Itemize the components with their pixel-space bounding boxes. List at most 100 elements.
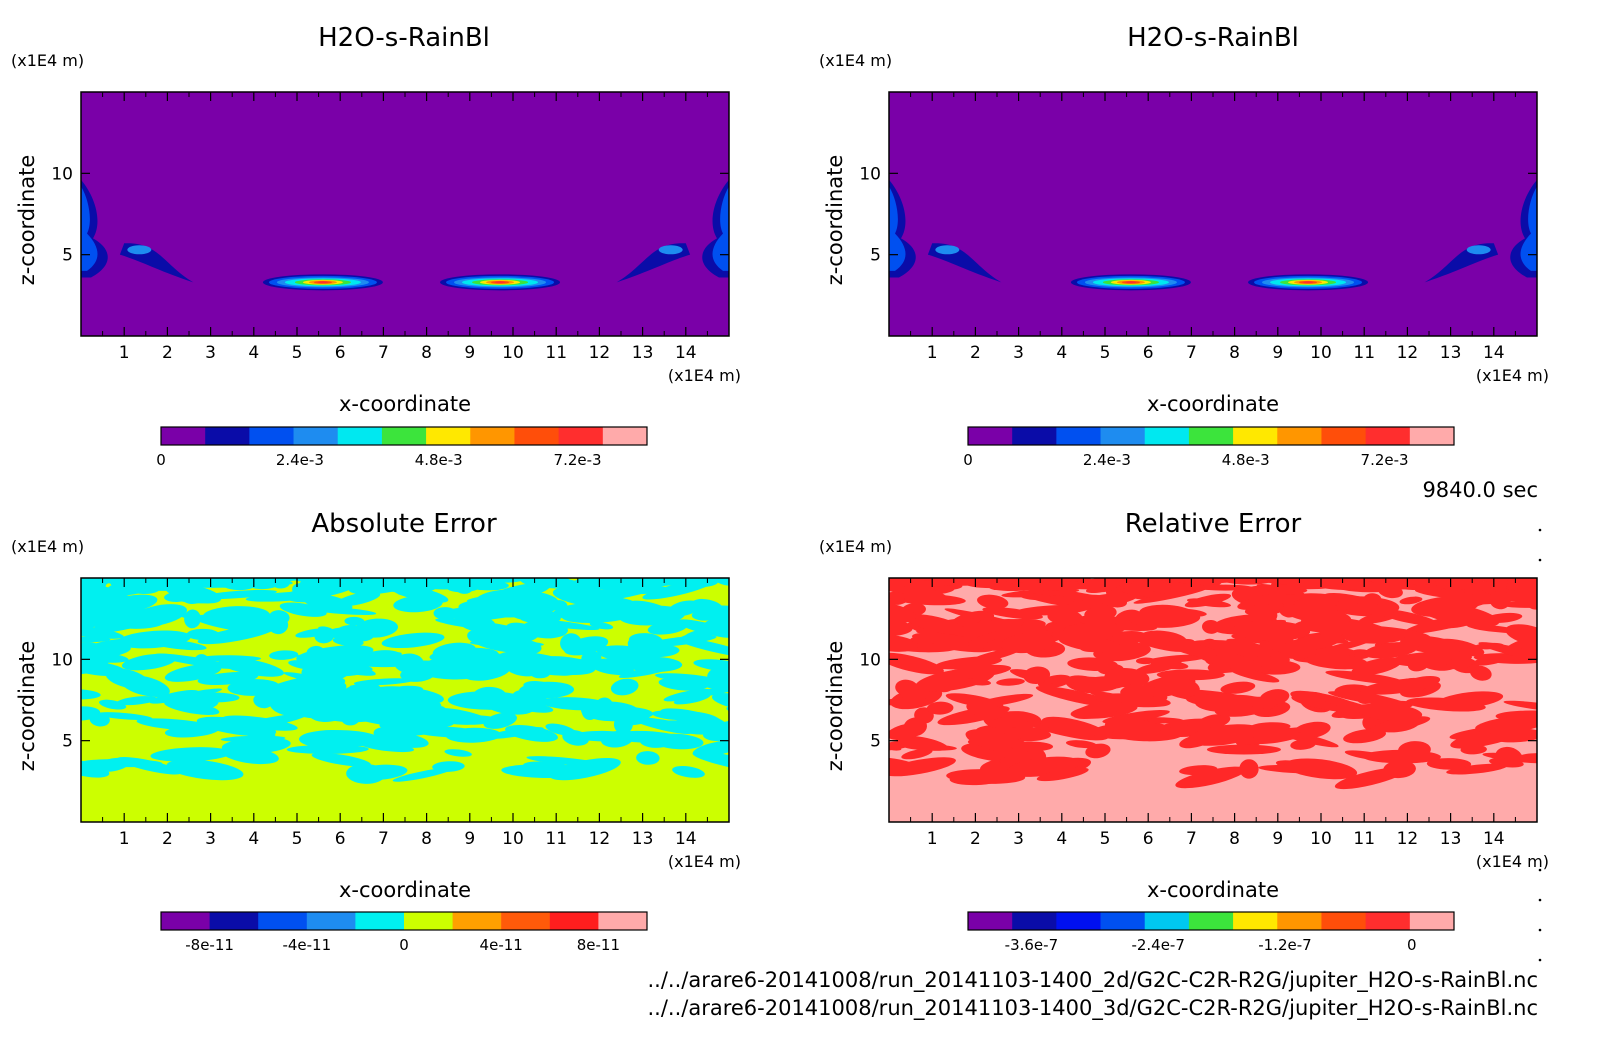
error-blob xyxy=(1165,677,1200,697)
error-blob xyxy=(306,645,325,660)
colorbar-segment xyxy=(161,912,210,930)
error-blob xyxy=(193,692,240,703)
error-blob xyxy=(356,580,419,587)
error-blob xyxy=(1503,700,1537,712)
x-tick-label: 2 xyxy=(162,343,173,363)
error-blob xyxy=(1351,657,1402,676)
colorbar-tick-label: -3.6e-7 xyxy=(1005,936,1058,954)
error-blob xyxy=(136,718,218,732)
colorbar-segment xyxy=(249,427,294,445)
colorbar-segment xyxy=(558,427,604,445)
colorbar-segment xyxy=(1100,427,1146,445)
error-blob xyxy=(634,718,691,735)
error-blob xyxy=(889,757,917,774)
error-blob xyxy=(1487,728,1537,743)
error-blob xyxy=(658,677,708,691)
x-tick-label: 1 xyxy=(927,343,938,363)
error-blob xyxy=(1156,669,1225,681)
error-blob xyxy=(1473,642,1504,650)
error-blob xyxy=(117,630,191,649)
colorbar-segment xyxy=(1144,912,1190,930)
edge-plume-core xyxy=(81,186,98,271)
error-blob xyxy=(618,605,686,626)
edge-plume-core xyxy=(712,186,729,271)
error-blob xyxy=(184,609,201,629)
error-blob xyxy=(1067,657,1118,671)
error-blob xyxy=(964,678,991,686)
error-blob xyxy=(634,586,666,594)
y-tick-label: 5 xyxy=(62,732,73,752)
x-unit-label: (x1E4 m) xyxy=(1476,366,1549,385)
error-blob xyxy=(467,648,501,668)
error-blob xyxy=(640,635,717,648)
error-blob xyxy=(639,578,716,582)
error-blob xyxy=(600,730,634,748)
y-unit-label: (x1E4 m) xyxy=(819,537,892,556)
colorbar-segment xyxy=(968,427,1013,445)
x-tick-label: 11 xyxy=(1353,343,1375,363)
x-tick-label: 12 xyxy=(589,343,611,363)
error-blob xyxy=(1429,762,1466,770)
file-path-2: ../../arare6-20141008/run_20141103-1400_… xyxy=(647,996,1538,1021)
x-tick-label: 13 xyxy=(632,829,654,849)
colorbar-segment xyxy=(1321,427,1367,445)
error-blob xyxy=(676,619,729,639)
error-blob xyxy=(1186,598,1232,608)
error-blob xyxy=(311,752,371,767)
x-tick-label: 8 xyxy=(1229,343,1240,363)
colorbar-segment xyxy=(355,912,405,930)
x-axis-label: x-coordinate xyxy=(339,392,471,416)
error-blob xyxy=(1399,596,1423,605)
error-blob xyxy=(934,682,954,693)
error-blob xyxy=(435,618,519,632)
colorbar-segment xyxy=(602,427,648,445)
error-blob xyxy=(1237,591,1305,611)
error-blob xyxy=(707,665,729,685)
x-tick-label: 3 xyxy=(205,829,216,849)
tail-core xyxy=(935,245,960,255)
colorbar-frame xyxy=(160,426,648,446)
error-blob xyxy=(363,698,423,715)
error-blob xyxy=(889,634,919,652)
error-blob xyxy=(1169,583,1206,593)
error-blob xyxy=(1280,634,1344,652)
colorbar-segment xyxy=(404,912,453,930)
x-tick-label: 14 xyxy=(1483,829,1505,849)
colorbar-segment xyxy=(337,427,383,445)
colorbar-tick-label: -2.4e-7 xyxy=(1131,936,1184,954)
x-axis-label: x-coordinate xyxy=(339,878,471,902)
error-blob xyxy=(594,658,635,669)
x-tick-label: 12 xyxy=(1397,829,1419,849)
error-blob xyxy=(895,679,919,697)
colorbar-segment xyxy=(1056,427,1101,445)
error-blob xyxy=(966,701,1004,720)
error-blob xyxy=(1363,593,1382,606)
x-tick-label: 6 xyxy=(335,343,346,363)
contour-field xyxy=(889,578,1537,822)
error-blob xyxy=(1222,578,1275,585)
colorbar-tick-label: 4.8e-3 xyxy=(1222,451,1270,469)
error-blob xyxy=(1179,765,1218,775)
x-tick-label: 7 xyxy=(378,343,389,363)
x-unit-label: (x1E4 m) xyxy=(1476,852,1549,871)
error-blob xyxy=(926,701,954,715)
x-tick-label: 1 xyxy=(119,343,130,363)
error-blob xyxy=(478,601,524,617)
colorbar-segment xyxy=(426,427,471,445)
panel-title: Relative Error xyxy=(1125,509,1302,539)
x-tick-label: 10 xyxy=(502,829,524,849)
x-tick-label: 3 xyxy=(1013,829,1024,849)
error-blob xyxy=(221,746,279,765)
error-blob xyxy=(1187,724,1261,746)
x-tick-label: 11 xyxy=(545,343,567,363)
error-blob xyxy=(308,701,350,722)
error-blob xyxy=(912,632,995,653)
error-blob xyxy=(1051,590,1115,604)
cloud-layer xyxy=(1303,281,1314,284)
error-blob xyxy=(563,608,589,622)
error-blob xyxy=(1325,670,1406,685)
error-blob xyxy=(618,663,681,678)
error-blob xyxy=(1041,716,1110,741)
x-tick-label: 11 xyxy=(1353,829,1375,849)
